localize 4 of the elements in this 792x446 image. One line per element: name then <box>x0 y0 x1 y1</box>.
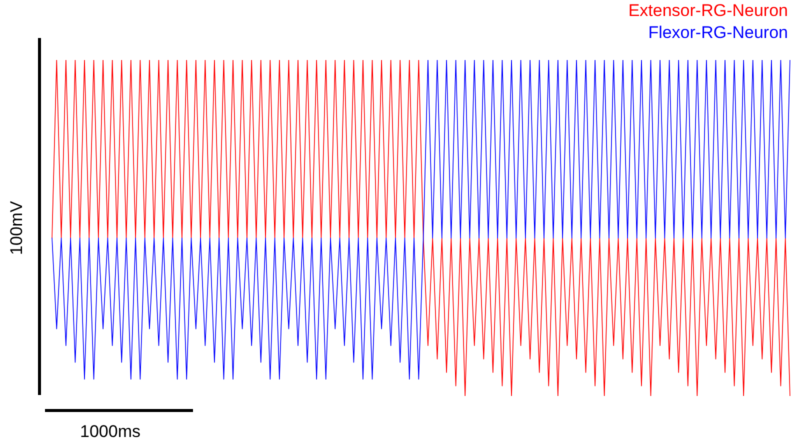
text: Extensor-RG-Neuron <box>628 0 788 22</box>
x-axis-title: 1000ms <box>80 422 140 442</box>
y-axis-title: 100mV <box>6 201 27 255</box>
series-label: Flexor-RG-Neuron <box>647 22 788 44</box>
